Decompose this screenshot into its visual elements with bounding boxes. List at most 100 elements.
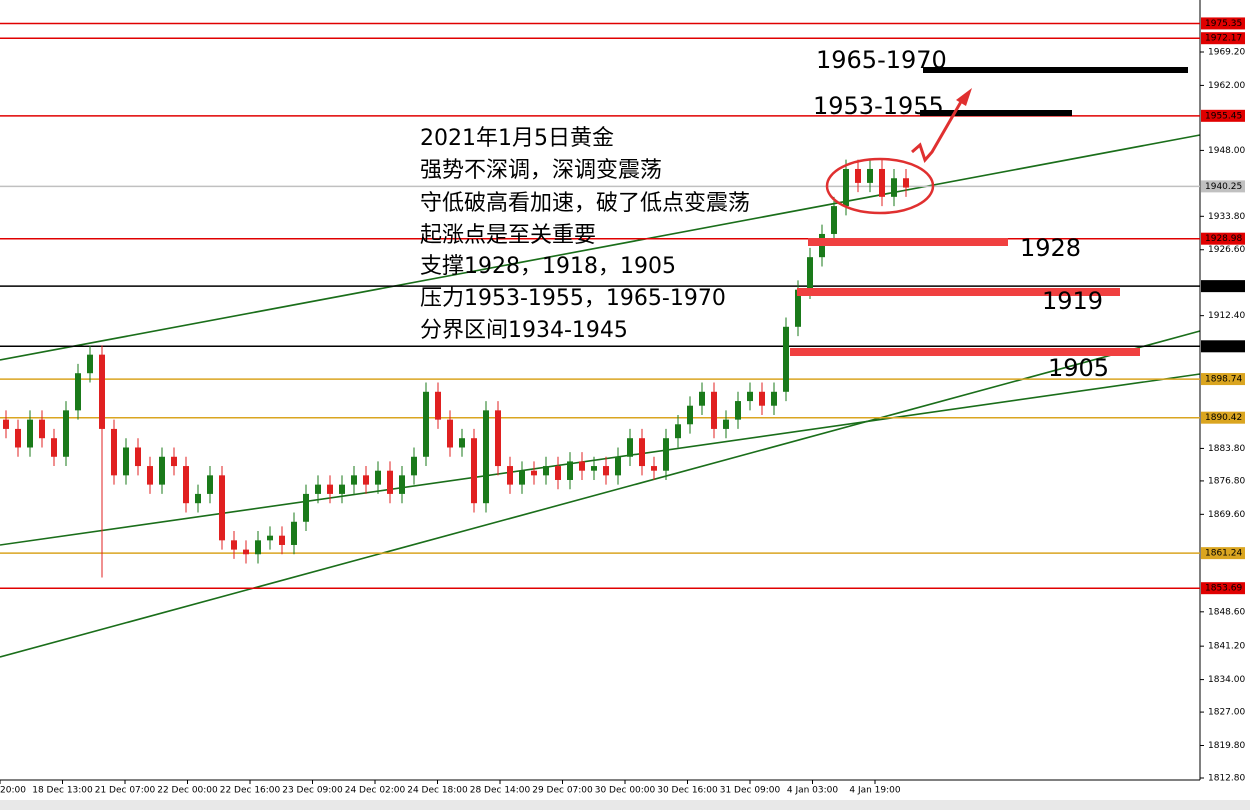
candle-body xyxy=(27,419,33,448)
annotation: 1965-1970 xyxy=(816,46,947,74)
candle-body xyxy=(243,549,249,555)
level-label: 1861.24 xyxy=(1205,549,1242,559)
candle-body xyxy=(171,456,177,467)
x-tick-label: 22 Dec 00:00 xyxy=(157,786,218,796)
annotation: 2021年1月5日黄金 xyxy=(420,126,614,151)
trend-lines xyxy=(0,134,1201,658)
y-tick-label: 1912.40 xyxy=(1208,311,1245,321)
level-label-box xyxy=(1201,411,1245,424)
candle-body xyxy=(255,540,261,555)
trend-line xyxy=(0,373,1201,546)
level-label: 1940.25 xyxy=(1205,182,1242,192)
level-label: 1905.80 xyxy=(1205,342,1242,352)
candle-body xyxy=(831,206,837,234)
y-tick-label: 1869.60 xyxy=(1208,510,1245,520)
candle-body xyxy=(795,289,801,327)
x-tick-label: 18 Dec 13:00 xyxy=(32,786,93,796)
x-tick-label: 22 Dec 16:00 xyxy=(220,786,281,796)
candle-body xyxy=(207,475,213,494)
level-label-box xyxy=(1201,109,1245,122)
candle-body xyxy=(591,466,597,471)
candle-body xyxy=(195,493,201,504)
candle-body xyxy=(603,466,609,476)
candle-body xyxy=(99,354,105,429)
candle-body xyxy=(387,470,393,494)
annotation: 起涨点是至关重要 xyxy=(420,223,596,248)
resistance-bar xyxy=(920,110,1072,116)
candle-body xyxy=(51,438,57,457)
candle-body xyxy=(615,456,621,476)
candle-body xyxy=(843,168,849,207)
annotation-shapes xyxy=(790,67,1188,356)
candle-body xyxy=(807,257,813,290)
level-label-box xyxy=(1201,373,1245,386)
y-tick-label: 1962.00 xyxy=(1208,81,1245,91)
candle-body xyxy=(651,466,657,471)
candle-body xyxy=(891,178,897,197)
annotation: 守低破高看加速，破了低点变震荡 xyxy=(420,191,750,216)
candle-body xyxy=(711,391,717,429)
candle-body xyxy=(471,438,477,504)
candle-body xyxy=(639,438,645,467)
candle-body xyxy=(903,178,909,188)
candle-body xyxy=(483,410,489,504)
x-tick-label: 28 Dec 14:00 xyxy=(470,786,531,796)
candle-body xyxy=(507,466,513,485)
candle-body xyxy=(855,168,861,183)
candle-body xyxy=(543,466,549,476)
candle-body xyxy=(147,466,153,485)
candle-body xyxy=(339,484,345,494)
annotation: 1928 xyxy=(1020,234,1081,262)
candle-body xyxy=(135,447,141,467)
y-tick-label: 1827.00 xyxy=(1208,708,1245,718)
candle-body xyxy=(111,428,117,476)
annotation: 1905 xyxy=(1048,354,1109,382)
candle-body xyxy=(723,419,729,429)
annotation: 分界区间1934-1945 xyxy=(420,318,628,343)
y-tick-label: 1848.60 xyxy=(1208,607,1245,617)
x-tick-label: 4 Jan 19:00 xyxy=(849,786,901,796)
candle-body xyxy=(327,484,333,494)
candle-body xyxy=(15,428,21,448)
y-tick-label: 1969.20 xyxy=(1208,47,1245,57)
candle-body xyxy=(315,484,321,494)
level-label: 1890.42 xyxy=(1205,413,1242,423)
support-bar xyxy=(808,238,1008,246)
candle-body xyxy=(519,470,525,485)
candle-body xyxy=(87,354,93,374)
y-tick-label: 1819.80 xyxy=(1208,741,1245,751)
candle-body xyxy=(531,470,537,476)
candle-body xyxy=(663,438,669,471)
level-label-box xyxy=(1201,340,1245,353)
candle-body xyxy=(267,535,273,541)
levels: 1975.35 1972.17 1955.45 1940.25 1928.98 1918.… xyxy=(0,17,1245,595)
x-tick-label: 29 Dec 07:00 xyxy=(532,786,593,796)
level-label-box xyxy=(1201,280,1245,293)
level-label-box xyxy=(1201,17,1245,30)
x-tick-label: 31 Dec 09:00 xyxy=(720,786,781,796)
candle-body xyxy=(291,521,297,545)
annotation: 压力1953-1955，1965-1970 xyxy=(420,286,726,311)
tab-bar xyxy=(0,800,1250,810)
candle-body xyxy=(39,419,45,439)
level-label: 1955.45 xyxy=(1205,111,1242,121)
annotation: 1919 xyxy=(1042,287,1103,315)
x-tick-label: 24 Dec 18:00 xyxy=(407,786,468,796)
level-label-box xyxy=(1201,582,1245,595)
candle-body xyxy=(411,456,417,476)
y-tick-label: 1948.00 xyxy=(1208,146,1245,156)
candle-body xyxy=(351,475,357,485)
candle-body xyxy=(759,391,765,406)
candle-body xyxy=(555,466,561,480)
candle-body xyxy=(219,475,225,541)
candle-body xyxy=(867,168,873,183)
level-label-box xyxy=(1201,180,1245,193)
candle-body xyxy=(495,410,501,467)
candle-body xyxy=(675,424,681,439)
candle-body xyxy=(735,401,741,420)
level-label: 1975.35 xyxy=(1205,19,1242,29)
candle-body xyxy=(399,475,405,494)
y-tick-label: 1926.60 xyxy=(1208,245,1245,255)
